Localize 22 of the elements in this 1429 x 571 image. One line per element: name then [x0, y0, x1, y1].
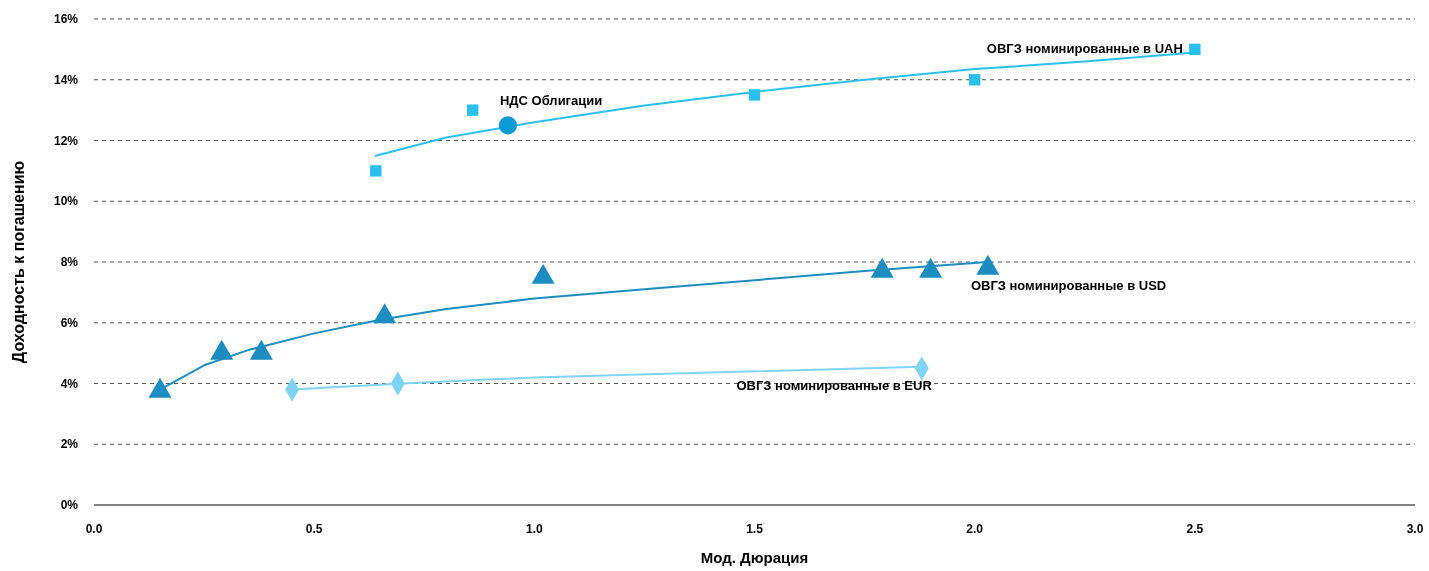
x-tick-label: 0.0	[85, 522, 103, 536]
y-tick-label: 10%	[53, 194, 79, 209]
y-tick-label: 14%	[53, 72, 79, 87]
x-tick-label: 2.0	[966, 522, 984, 536]
x-tick-label: 0.5	[305, 522, 323, 536]
series-label: НДС Облигации	[499, 93, 603, 109]
y-tick-label: 4%	[60, 376, 79, 391]
series-label: ОВГЗ номинированные в UAH	[986, 41, 1183, 57]
y-tick-label: 0%	[60, 498, 79, 513]
y-tick-label: 2%	[60, 437, 79, 452]
y-tick-label: 16%	[53, 12, 79, 27]
x-tick-label: 2.5	[1186, 522, 1204, 536]
series-label: ОВГЗ номинированные в USD	[970, 278, 1167, 294]
series-label: ОВГЗ номинированные в EUR	[736, 378, 933, 394]
x-tick-label: 1.5	[746, 522, 764, 536]
y-tick-label: 8%	[60, 255, 79, 270]
x-axis-title: Мод. Дюрация	[700, 549, 809, 566]
x-tick-label: 1.0	[525, 522, 543, 536]
y-tick-label: 6%	[60, 315, 79, 330]
y-tick-label: 12%	[53, 133, 79, 148]
y-axis-title: Доходность к погашению	[10, 160, 27, 364]
x-tick-label: 3.0	[1406, 522, 1424, 536]
